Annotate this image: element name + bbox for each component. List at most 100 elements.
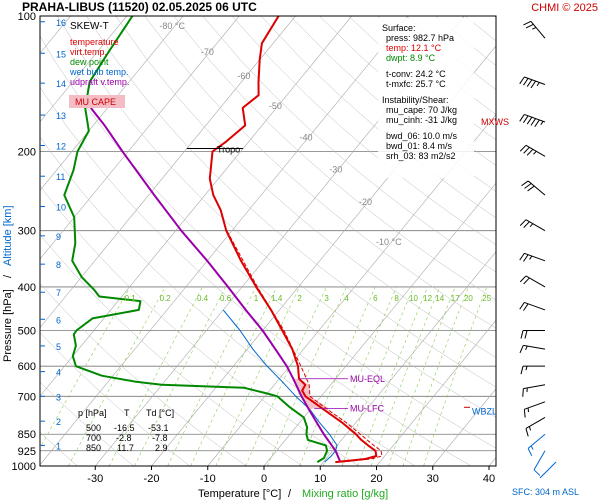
plot-frame [39,15,497,467]
wind-barb-flag [519,345,524,354]
wind-barb-flag [533,469,541,476]
mu-cape-label: MU CAPE [75,97,116,107]
legend-wet-bulb: wet bulb temp. [69,67,129,77]
wind-barb-flag [523,20,532,26]
wind-barb-flag [530,118,537,126]
wind-barb-flag [526,116,533,125]
surface-info-line: bwd_06: 10.0 m/s [386,131,458,141]
dry-adiabat [40,381,134,466]
wind-barb-staff [533,450,546,471]
dry-adiabat [173,16,496,301]
isotherm-line [40,16,409,466]
dry-adiabat [40,185,359,466]
isotherm-label: -40 [299,132,312,142]
x-tick-label: -30 [87,473,103,485]
surface-info-line: mu_cinh: -31 J/kg [386,115,457,125]
mixing-ratio-label: 2 [297,294,302,303]
dry-adiabat [40,35,496,449]
copyright-label: CHMI © 2025 [531,2,598,14]
wind-barb-flag [527,448,533,457]
wind-barb-flag [523,115,529,123]
isotherm-label: -80 °C [159,21,185,31]
mixing-ratio-line [68,286,166,466]
pressure-tick-label: 100 [18,11,36,23]
mixing-ratio-label: 17 [451,294,460,303]
mixing-ratio-line [167,286,257,466]
pressure-tick-label: 200 [18,146,36,158]
altitude-tick-label: 11 [56,172,65,182]
mixing-ratio-label: 20 [464,294,473,303]
mixing-ratio-line [108,286,203,466]
mixing-ratio-label: 0.6 [220,294,232,303]
wind-barb-flag [519,219,527,226]
temperature-line [208,16,378,464]
sfc-label: SFC: 304 m ASL [512,487,579,497]
pressure-tick-label: 300 [18,226,36,238]
dry-adiabat [57,16,496,418]
pressure-tick-label: 400 [18,282,36,294]
wind-barb-half-flag [525,366,528,371]
surface-info-line: Instability/Shear: [382,95,449,105]
isotherm-label: -50 [269,101,282,111]
wind-barb-flag [524,183,532,189]
surface-info-line: mu_cape: 70 J/kg [386,105,457,115]
dry-adiabat [115,16,496,358]
wind-barb-flag [530,80,537,89]
wind-barb-flag [520,330,524,339]
wind-barb-flag [523,78,529,86]
series-layer [63,16,383,464]
wind-barb-flag [519,275,527,283]
isotherm-line [320,251,496,466]
surface-info-line: Surface: [382,23,416,33]
virtual-temp-line [226,230,383,463]
x-tick-label: -20 [144,473,160,485]
x-tick-label: 30 [427,473,439,485]
mixing-ratio-label: 4 [344,294,349,303]
wind-barb-flag [519,114,525,122]
mixing-ratio-label: 1 [254,294,259,303]
mixing-ratio-label: 0.1 [125,294,137,303]
altitude-tick-label: 4 [56,368,61,378]
isotherm-line [207,114,496,466]
dry-adiabat [202,16,496,273]
dry-adiabat [40,136,416,466]
isotherm-label: -10 °C [376,237,402,247]
table-row-p: 850 [86,443,101,453]
mixing-ratio-line [370,286,440,466]
mu-lfc-label: MU-LFC [350,403,384,413]
legend: SKEW-T temperature virt.temp. dew point … [69,21,129,108]
mixing-ratio-label: 0.2 [160,294,172,303]
tropopause-label: Tropo [217,145,240,155]
wind-barb-flag [523,221,530,228]
y-axis-label-pressure: Pressure [hPa] [2,289,14,362]
surface-info-line: dwpt: 8.9 °C [386,53,436,63]
isotherm-line [40,16,184,191]
wind-barb-flag [520,366,524,375]
pressure-tick-label: 500 [18,326,36,338]
mixing-ratio-line [423,286,487,466]
mixing-ratio-line [402,286,469,466]
wind-barb-half-flag [536,82,540,87]
altitude-tick-label: 15 [56,49,66,59]
isotherm-line [376,319,496,466]
mixing-ratio-label: 1.4 [271,294,283,303]
isotherm-label: -70 [201,47,214,57]
isotherm-line [40,16,352,397]
altitude-tick-label: 2 [56,417,61,427]
wind-barb-flag [534,119,540,128]
legend-virt-temp: virt.temp. [70,47,107,57]
table-row-td: -53.1 [148,423,169,433]
dry-adiabat [40,332,191,466]
wind-barb-flag [519,302,525,310]
mixing-ratio-label: 3 [324,294,329,303]
table-row-t: -2.8 [116,433,132,443]
dry-adiabat [260,16,496,219]
mu-eql-label: MU-EQL [350,374,385,384]
isotherm-line [263,182,496,466]
table-header-td: Td [°C] [146,408,174,418]
altitude-tick-label: 9 [56,232,61,242]
surface-info-line: bwd_01: 8.4 m/s [386,141,453,151]
wind-barb-half-flag [529,223,534,228]
wind-barb-flag [525,428,529,437]
